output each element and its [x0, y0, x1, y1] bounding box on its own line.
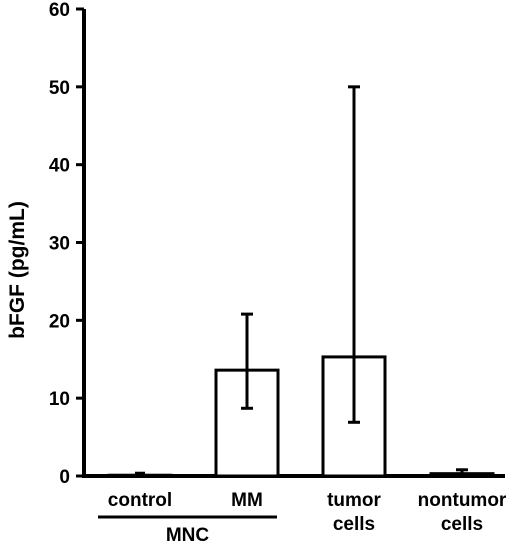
category-labels: control MM tumor cells nontumor cells: [108, 490, 507, 535]
category-label: nontumor: [418, 490, 507, 511]
category-label: MM: [231, 490, 263, 511]
group-label: MNC: [166, 525, 210, 546]
category-label: control: [108, 490, 172, 511]
y-tick-label: 10: [49, 389, 70, 410]
y-tick-label: 20: [49, 311, 70, 332]
y-tick-label: 60: [49, 0, 70, 21]
y-tick-label: 50: [49, 78, 70, 99]
bars: [107, 85, 495, 478]
y-tick-label: 40: [49, 156, 70, 177]
group-bracket: MNC: [98, 515, 277, 546]
category-label: cells: [333, 514, 375, 535]
category-label: tumor: [327, 490, 381, 511]
bar: [107, 473, 173, 478]
y-axis-title: bFGF (pg/mL): [6, 201, 29, 339]
y-tick-label: 0: [59, 467, 70, 488]
category-label: cells: [441, 514, 483, 535]
y-axis: 0 10 20 30 40 50 60: [49, 0, 86, 488]
y-tick-label: 30: [49, 234, 70, 255]
